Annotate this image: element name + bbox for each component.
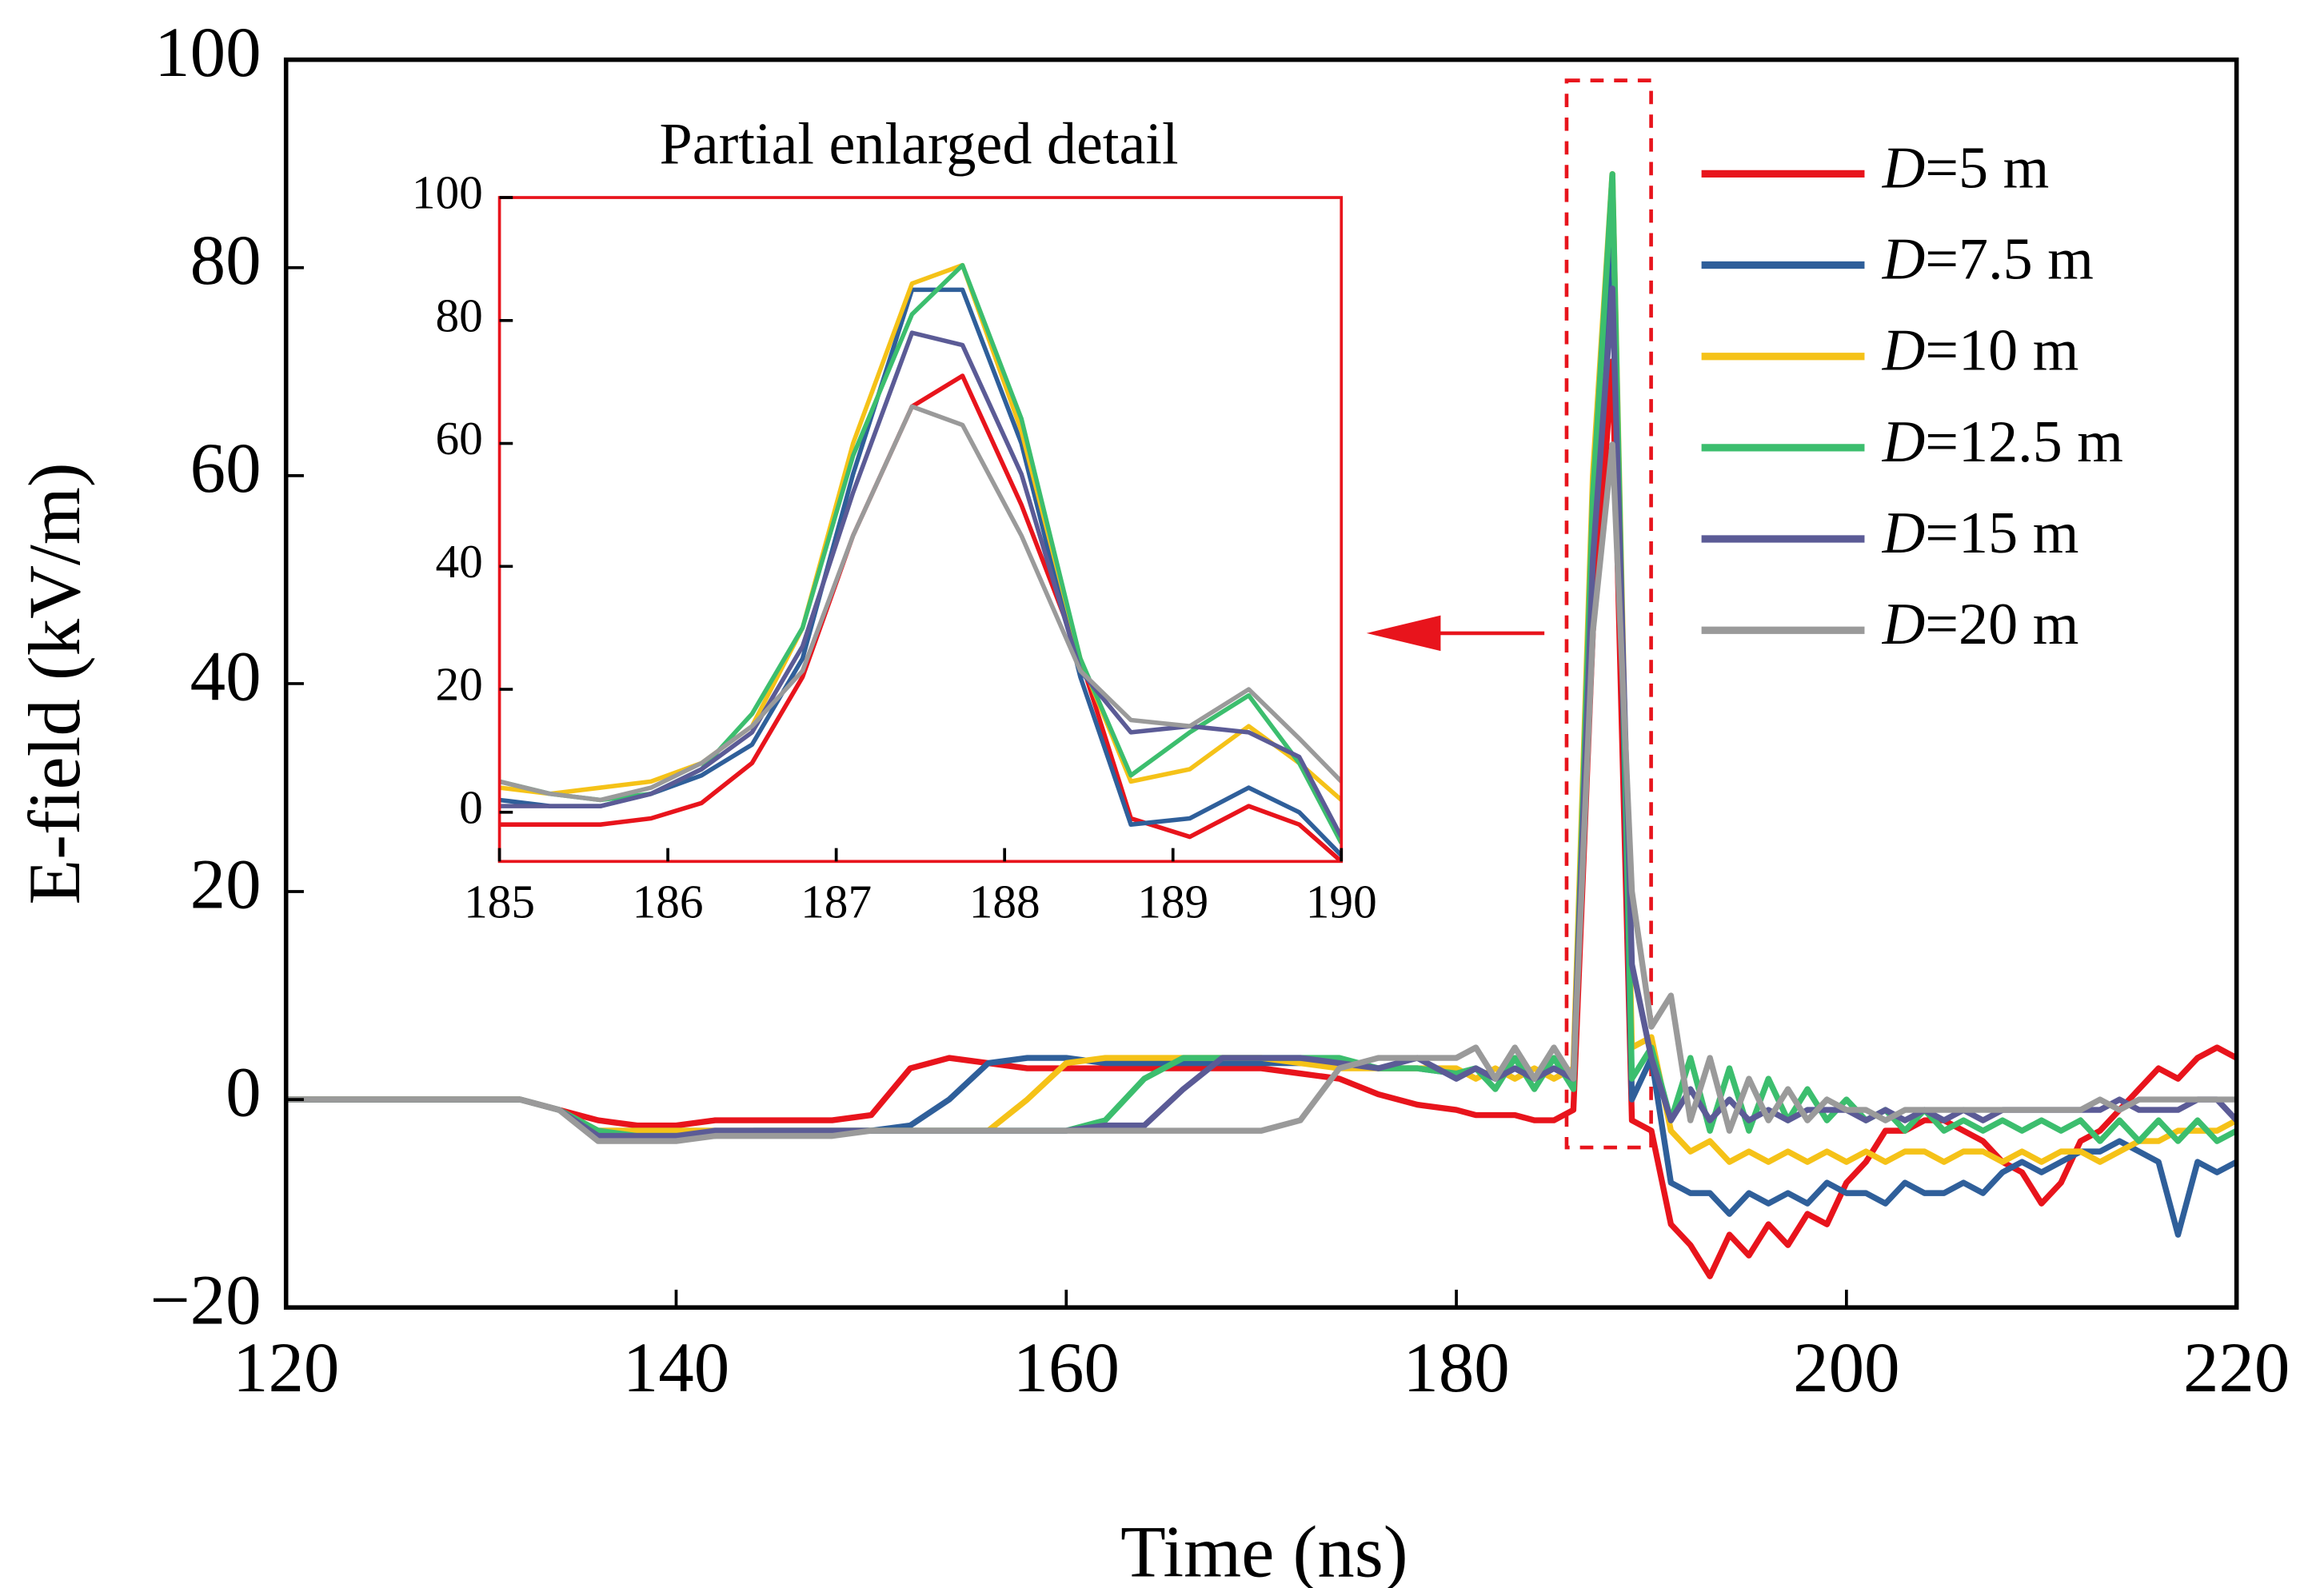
y-tick-label: 100 — [412, 166, 483, 219]
y-tick-label: 0 — [226, 1053, 261, 1131]
x-axis-title: Time (ns) — [1120, 1511, 1408, 1588]
y-tick-label: 20 — [190, 845, 262, 924]
y-tick-label: 20 — [436, 658, 483, 711]
x-tick-label: 120 — [233, 1329, 339, 1407]
x-tick-label: 220 — [2183, 1329, 2290, 1407]
plot-lines — [286, 171, 2237, 1279]
arrow-head — [1366, 615, 1441, 652]
x-tick-label: 180 — [1403, 1329, 1509, 1407]
series-line — [286, 441, 2237, 1144]
y-tick-label: 80 — [190, 221, 262, 300]
x-tick-label: 187 — [801, 875, 872, 928]
legend-label: D=5 m — [1882, 135, 2050, 201]
y-tick-label: 40 — [436, 535, 483, 588]
x-tick-label: 200 — [1793, 1329, 1899, 1407]
y-tick-label: 40 — [190, 637, 262, 716]
series-line — [286, 358, 2237, 1279]
x-tick-label: 189 — [1137, 875, 1208, 928]
series-line — [499, 262, 1342, 802]
y-tick-label: 100 — [154, 14, 261, 92]
series-line — [499, 330, 1342, 838]
y-tick-label: 60 — [436, 412, 483, 465]
plot-frame — [497, 196, 1344, 864]
legend-label: D=7.5 m — [1882, 227, 2094, 293]
x-tick-label: 188 — [969, 875, 1040, 928]
legend-label: D=12.5 m — [1882, 409, 2123, 475]
x-tick-label: 186 — [633, 875, 704, 928]
y-axis-title: E-field (kV/m) — [14, 462, 96, 904]
x-tick-label: 160 — [1013, 1329, 1120, 1407]
zoom-region — [1564, 78, 1653, 1150]
inset-title: Partial enlarged detail — [660, 112, 1179, 178]
y-tick-label: 60 — [190, 429, 262, 508]
y-tick-label: 0 — [459, 780, 483, 833]
plot-lines — [499, 262, 1342, 862]
inset-background — [499, 198, 1342, 862]
y-tick-label: 80 — [436, 289, 483, 341]
y-tick-label: −20 — [150, 1262, 261, 1340]
x-tick-label: 185 — [464, 875, 535, 928]
x-tick-label: 190 — [1306, 875, 1377, 928]
x-tick-label: 140 — [623, 1329, 729, 1407]
legend-label: D=20 m — [1882, 592, 2079, 657]
legend-label: D=15 m — [1882, 501, 2079, 566]
legend-label: D=10 m — [1882, 318, 2079, 384]
series-line — [499, 404, 1342, 803]
